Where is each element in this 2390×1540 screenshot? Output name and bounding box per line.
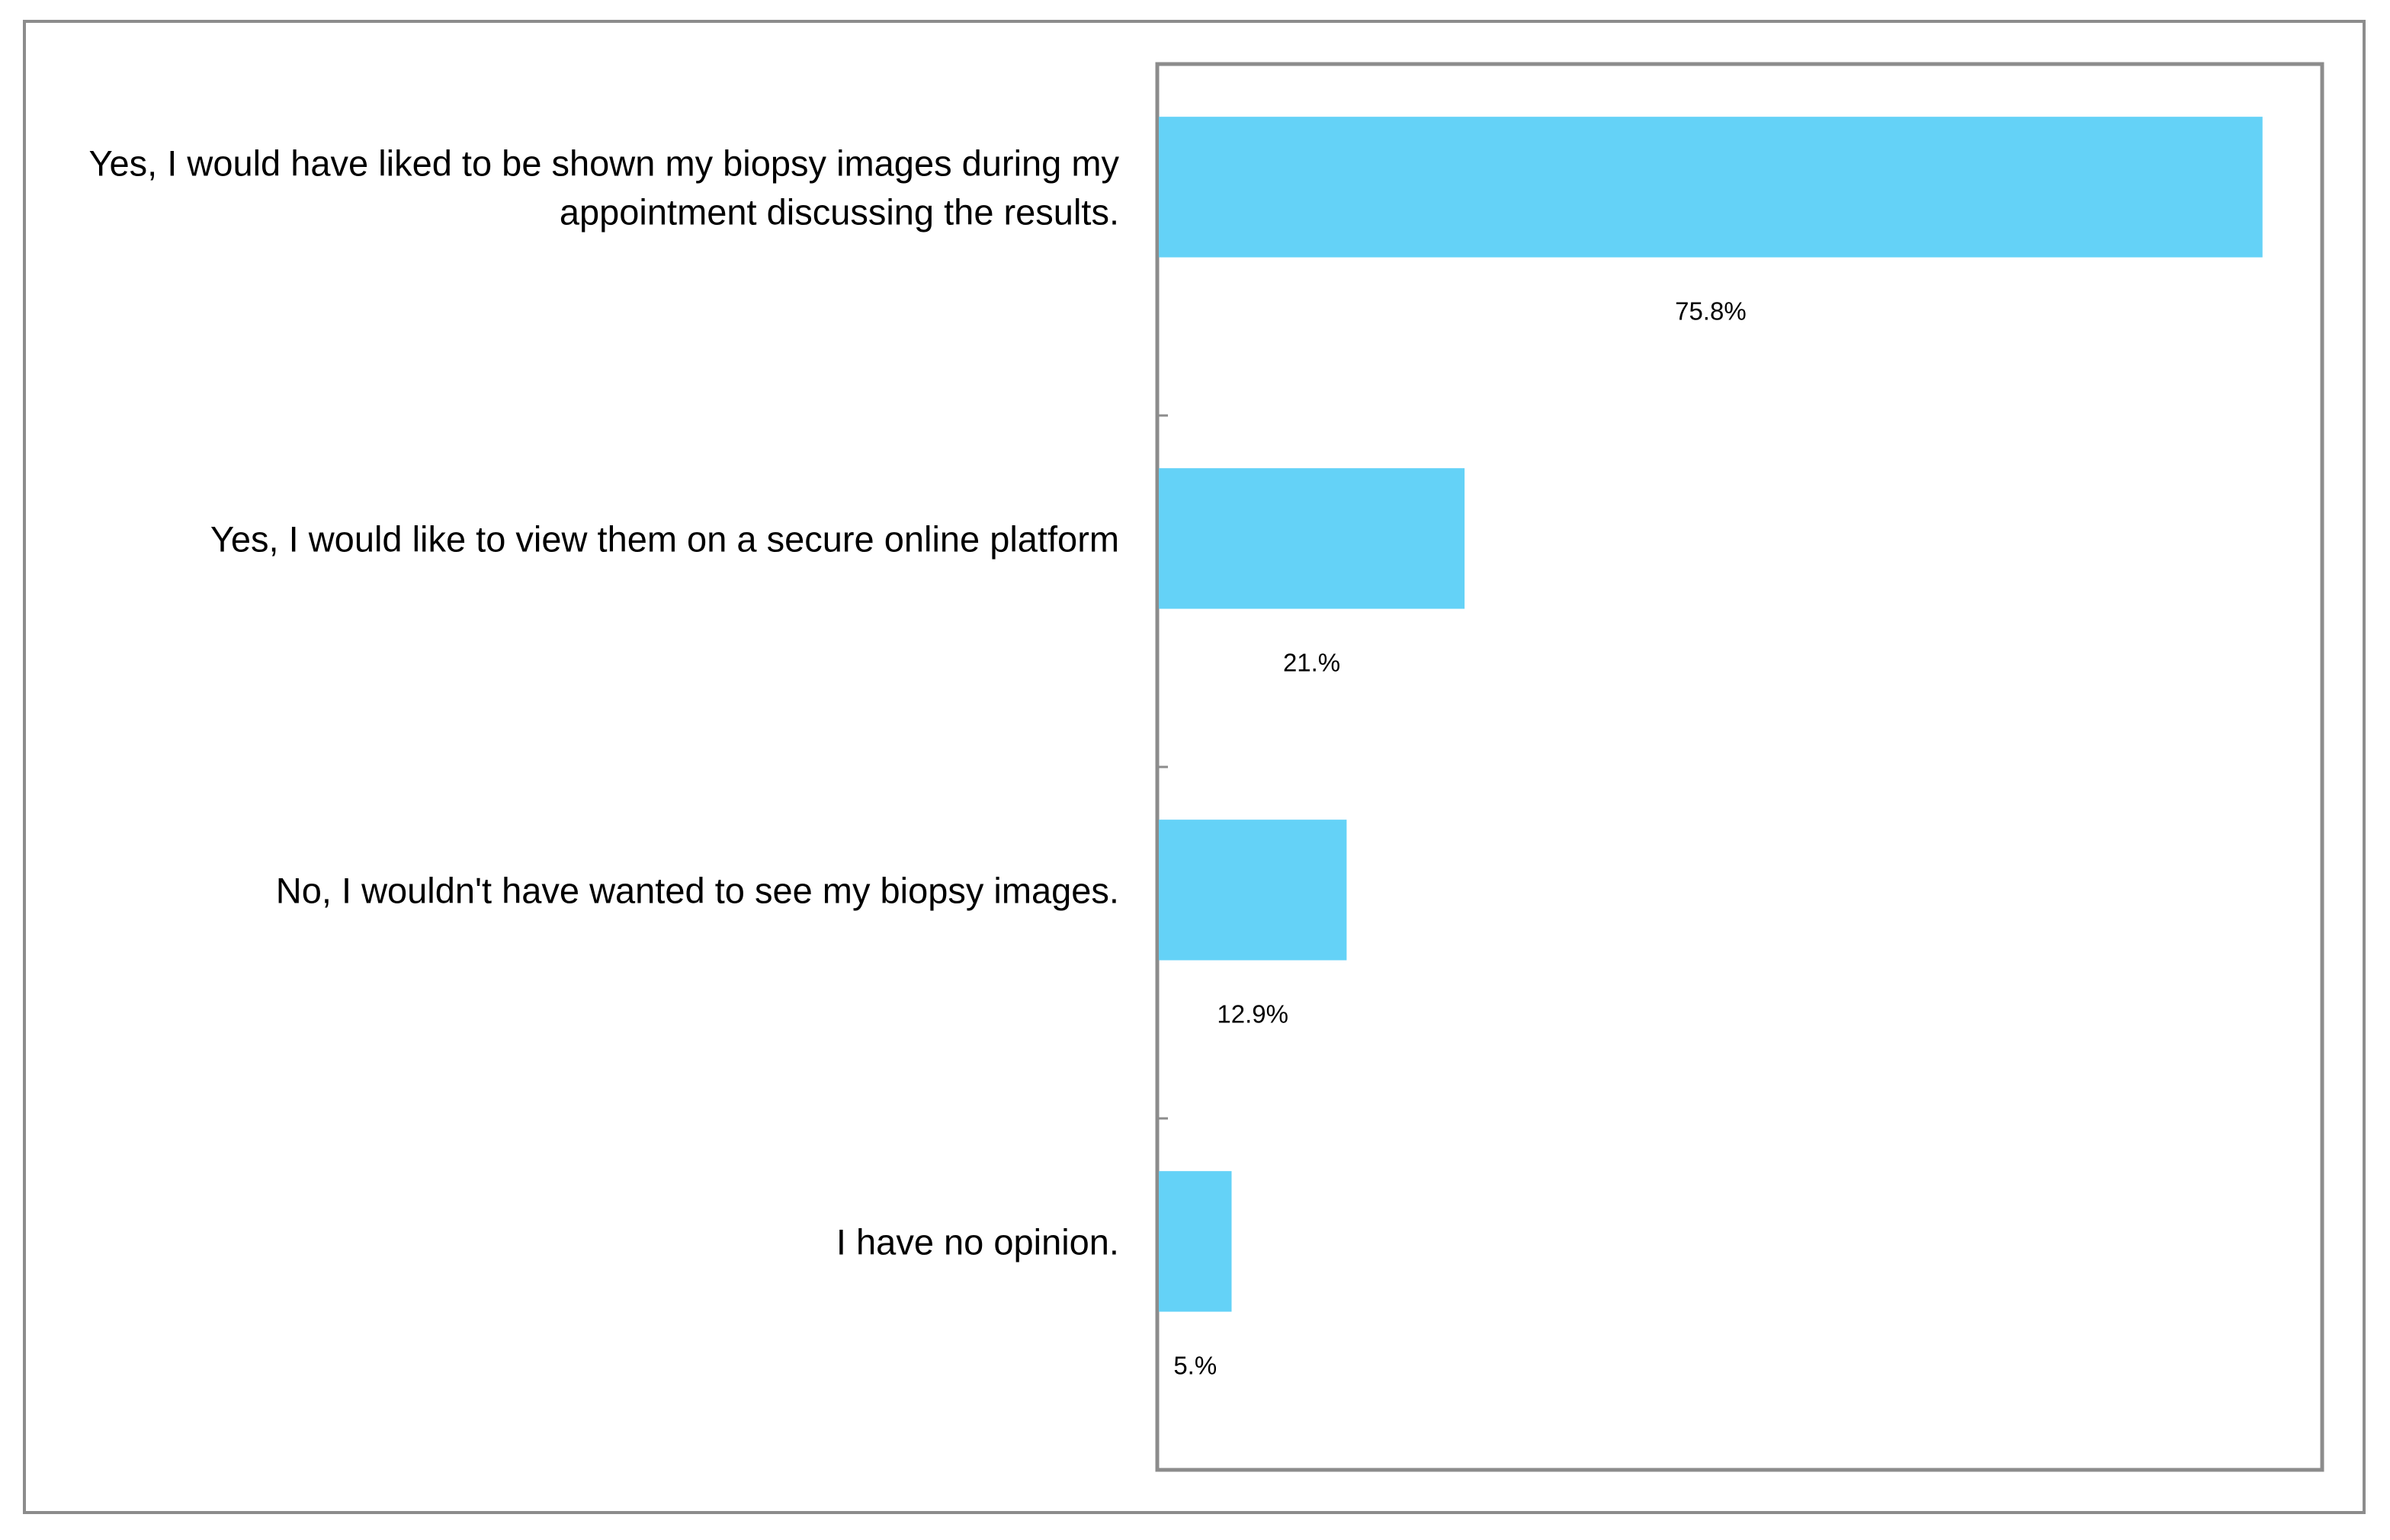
category-label-line: Yes, I would like to view them on a secu… [210,518,1119,559]
bar [1159,820,1347,961]
data-label: 75.8% [1675,297,1747,326]
bar [1159,1171,1232,1312]
data-label: 12.9% [1217,1000,1288,1028]
bars-group [1159,117,2263,1312]
category-ticks [1157,414,1168,1120]
figure-frame [23,20,2366,1514]
bar [1159,117,2263,258]
category-labels: Yes, I would have liked to be shown my b… [88,143,1119,1262]
category-label-line: I have no opinion. [836,1221,1119,1262]
category-label-line: Yes, I would have liked to be shown my b… [88,143,1119,183]
category-label-line: No, I wouldn't have wanted to see my bio… [276,870,1119,910]
data-label: 21.% [1283,649,1340,677]
bar [1159,468,1465,609]
category-label: No, I wouldn't have wanted to see my bio… [276,870,1119,910]
category-label-line: appointment discussing the results. [560,191,1119,232]
data-label: 5.% [1173,1352,1217,1380]
category-label: I have no opinion. [836,1221,1119,1262]
category-label: Yes, I would have liked to be shown my b… [88,143,1119,232]
category-label: Yes, I would like to view them on a secu… [210,518,1119,559]
data-labels: 75.8% 21.% 12.9% 5.% [1173,297,1746,1380]
plot-area-border [1155,62,2324,1472]
